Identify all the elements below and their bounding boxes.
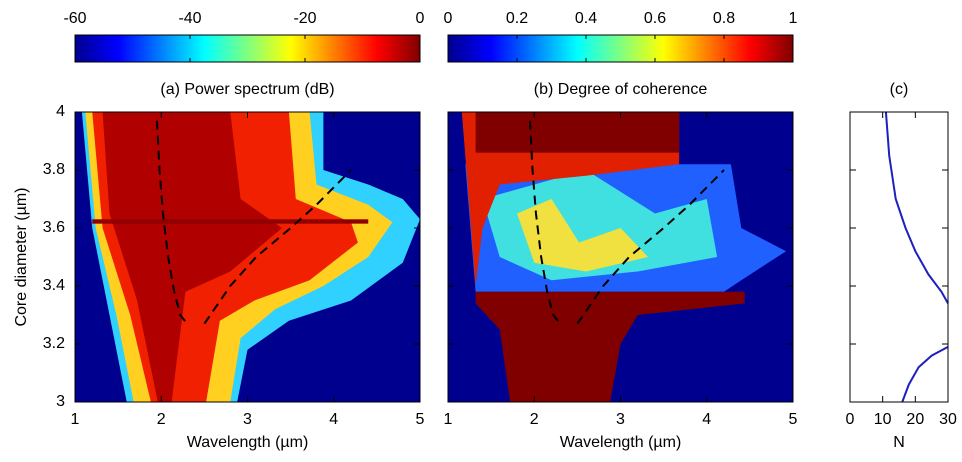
x-axis-label: Wavelength (µm) [187,434,309,451]
colorbar-tick-label: 0.6 [644,10,666,27]
x-tick-label: 1 [71,411,80,428]
heatmap-a [75,112,420,402]
y-tick-label: 3 [56,393,65,410]
y-tick-label: 3.6 [43,219,65,236]
x-tick-label: 4 [329,411,338,428]
x-tick-label: 5 [416,411,425,428]
colorbar-tick-label: 0 [416,10,425,27]
panel-title: (c) [890,81,909,98]
x-tick-label: 30 [939,411,957,428]
x-tick-label: 1 [444,411,453,428]
y-tick-label: 3.8 [43,161,65,178]
colorbar-tick-label: -20 [293,10,316,27]
panel-title: (a) Power spectrum (dB) [160,81,334,98]
x-tick-label: 3 [243,411,252,428]
colorbar-tick-label: 1 [789,10,798,27]
x-tick-label: 4 [702,411,711,428]
x-tick-label: 3 [616,411,625,428]
colorbar-tick-label: 0.4 [575,10,597,27]
y-tick-label: 3.4 [43,277,65,294]
colorbar-tick-label: -40 [178,10,201,27]
x-axis-label: Wavelength (µm) [560,434,682,451]
colorbar-tick-label: -60 [63,10,86,27]
x-tick-label: 10 [874,411,892,428]
series-line [884,111,949,304]
panel-title: (b) Degree of coherence [534,81,708,98]
series-line [155,120,188,325]
x-axis-label: N [893,434,905,451]
colorbar [74,34,421,63]
x-tick-label: 0 [846,411,855,428]
colorbar-tick-label: 0.2 [506,10,528,27]
x-tick-label: 2 [157,411,166,428]
y-axis-label: Core diameter (µm) [13,187,30,326]
series-line [576,169,725,325]
plot-frame [849,111,949,403]
colorbar-tick-label: 0.8 [713,10,735,27]
heatmap-b [448,112,793,402]
colorbar-tick-label: 0 [444,10,453,27]
series-line [901,346,949,403]
colorbar [447,34,794,63]
x-tick-label: 5 [789,411,798,428]
series-line [203,169,352,325]
y-tick-label: 3.2 [43,335,65,352]
series-line [528,120,561,325]
y-tick-label: 4 [56,103,65,120]
x-tick-label: 20 [906,411,924,428]
x-tick-label: 2 [530,411,539,428]
